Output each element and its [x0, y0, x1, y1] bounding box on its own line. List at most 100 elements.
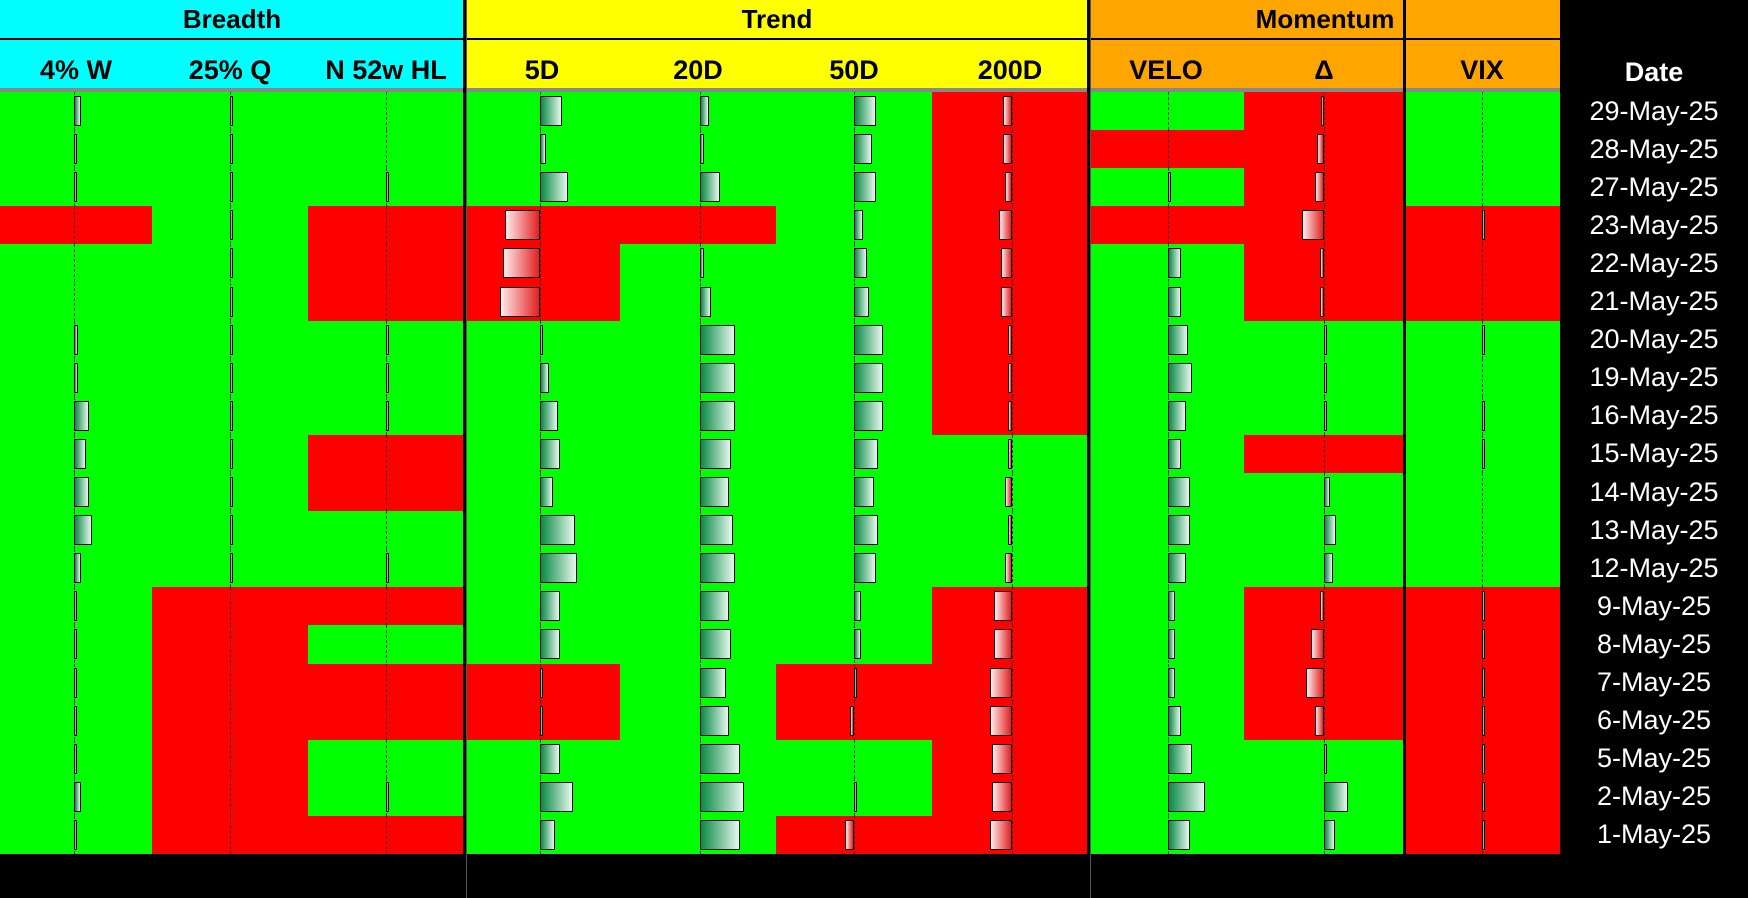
row-17-col-6-bar [992, 743, 1012, 774]
row-12-col-2-bar [386, 553, 389, 584]
row-2-col-9-axis [1482, 168, 1483, 207]
row-3-col-9-bar [1482, 210, 1485, 241]
row-4-col-4-bar [700, 248, 705, 279]
row-4-date: 22-May-25 [1589, 247, 1719, 278]
row-9-col-8-axis [1324, 434, 1325, 473]
row-19-col-7-cell [1088, 815, 1244, 855]
row-18-col-4-cell [620, 777, 776, 817]
row-18-col-9-bar [1482, 781, 1485, 812]
row-3-col-8-bar [1302, 210, 1324, 241]
row-15-col-4-cell [620, 663, 776, 703]
row-2-col-5-bar [854, 172, 876, 203]
row-2-date: 27-May-25 [1589, 171, 1719, 202]
row-9-col-0-bar [74, 438, 87, 469]
row-5-col-9-axis [1482, 282, 1483, 321]
row-10-col-1-bar [230, 477, 233, 508]
header-rule [0, 88, 1560, 92]
row-1-date: 28-May-25 [1589, 133, 1719, 164]
row-7-col-2-bar [386, 362, 389, 393]
row-1-col-5-bar [854, 134, 872, 165]
row-12-col-4-bar [700, 553, 736, 584]
row-5-col-4-cell [620, 282, 776, 322]
row-1-col-1-bar [230, 134, 233, 165]
row-10-col-0-bar [74, 477, 90, 508]
row-1-col-7-axis [1168, 130, 1169, 169]
row-9-col-3-bar [540, 438, 560, 469]
row-16-date: 6-May-25 [1596, 705, 1712, 736]
row-9-col-9-bar [1482, 438, 1485, 469]
row-10-col-2-axis [386, 473, 387, 512]
row-1-col-6-bar [1003, 134, 1012, 165]
row-1-col-4-bar [700, 134, 705, 165]
row-0-col-6-axis [1012, 92, 1013, 131]
row-4-col-6-bar [1001, 248, 1012, 279]
row-14-col-6-bar [994, 629, 1012, 660]
row-8-date: 16-May-25 [1589, 400, 1719, 431]
row-17-col-9-bar [1482, 743, 1485, 774]
row-15-col-6-bar [990, 667, 1012, 698]
row-19-col-5-axis [854, 815, 855, 854]
row-17-col-0-bar [74, 743, 78, 774]
row-12-col-8-bar [1324, 553, 1333, 584]
row-5-col-8-axis [1324, 282, 1325, 321]
row-8-col-6-bar [1007, 400, 1012, 431]
row-9-col-2-axis [386, 434, 387, 473]
row-12-col-7-cell [1088, 549, 1244, 588]
row-4-col-8-axis [1324, 244, 1325, 283]
row-9-col-6-axis [1012, 434, 1013, 473]
row-11-col-8-bar [1324, 515, 1337, 546]
row-2-col-8-bar [1315, 172, 1324, 203]
row-5-col-7-cell [1088, 282, 1244, 322]
row-4-col-4-cell [620, 244, 776, 283]
row-10-col-9-axis [1482, 473, 1483, 512]
row-16-col-6-bar [990, 705, 1012, 736]
row-3-col-6-axis [1012, 206, 1013, 245]
row-14-col-7-bar [1168, 629, 1175, 660]
row-19-col-9-bar [1482, 819, 1485, 850]
row-1-col-3-bar [540, 134, 546, 165]
row-1-col-0-bar [74, 134, 77, 165]
row-18-col-4-bar [700, 781, 744, 812]
row-0-col-1-bar [230, 96, 233, 127]
row-11-col-7-bar [1168, 515, 1190, 546]
row-14-col-4-cell [620, 625, 776, 664]
row-5-col-3-axis [540, 282, 541, 321]
row-13-col-0-bar [74, 591, 77, 622]
row-5-col-6-bar [1001, 286, 1012, 317]
row-13-col-7-bar [1168, 591, 1175, 622]
row-12-col-6-bar [1005, 553, 1012, 584]
row-15-col-2-axis [386, 663, 387, 702]
row-14-col-1-axis [230, 625, 231, 664]
row-15-col-7-bar [1168, 667, 1175, 698]
row-14-col-0-bar [74, 629, 78, 660]
row-12-col-9-axis [1482, 549, 1483, 588]
row-6-col-7-bar [1168, 324, 1188, 355]
row-8-col-1-bar [230, 400, 233, 431]
row-18-col-1-axis [230, 777, 231, 816]
row-11-date: 13-May-25 [1589, 514, 1719, 545]
row-15-col-8-bar [1306, 667, 1324, 698]
row-16-col-0-bar [74, 705, 77, 736]
row-1-col-9-axis [1482, 130, 1483, 169]
row-0-col-5-bar [854, 96, 876, 127]
column-header-8: Δ [1244, 40, 1404, 88]
row-16-col-8-axis [1324, 701, 1325, 740]
row-19-col-0-bar [74, 819, 78, 850]
row-8-col-7-cell [1088, 396, 1244, 436]
row-6-col-7-cell [1088, 320, 1244, 360]
row-4-col-2-axis [386, 244, 387, 283]
row-12-col-3-bar [540, 553, 578, 584]
row-4-col-3-axis [540, 244, 541, 283]
row-18-col-3-bar [540, 781, 573, 812]
row-15-col-7-cell [1088, 663, 1244, 703]
row-7-col-8-bar [1324, 362, 1328, 393]
row-3-col-0-axis [74, 206, 75, 245]
row-14-col-9-bar [1482, 629, 1485, 660]
row-19-col-7-bar [1168, 819, 1190, 850]
row-10-col-6-axis [1012, 473, 1013, 512]
row-5-col-1-bar [230, 286, 233, 317]
row-5-col-6-axis [1012, 282, 1013, 321]
row-5-col-3-cell [464, 282, 620, 322]
row-2-col-4-cell [620, 168, 776, 207]
